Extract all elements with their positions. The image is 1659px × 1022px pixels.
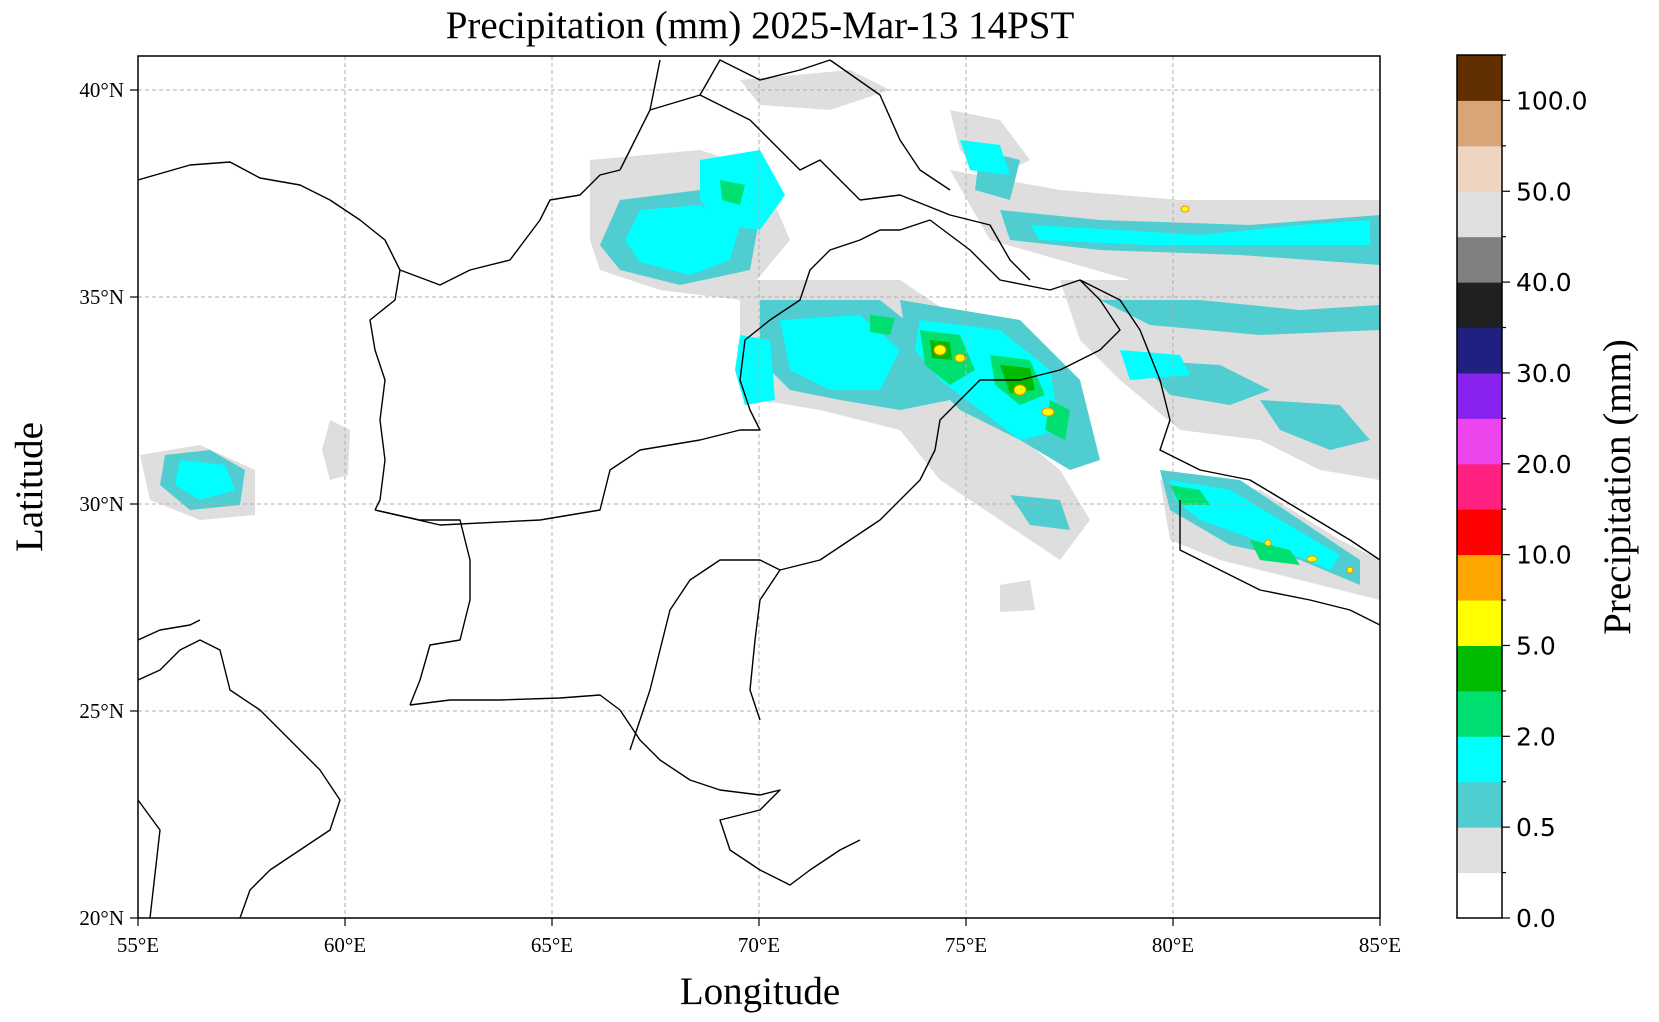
colorbar-segment bbox=[1457, 463, 1502, 510]
colorbar-frame bbox=[1456, 54, 1503, 919]
colorbar-tick-label: 10.0 bbox=[1516, 541, 1572, 570]
colorbar-segment bbox=[1457, 645, 1502, 692]
colorbar-segment bbox=[1457, 554, 1502, 601]
colorbar-segment bbox=[1457, 236, 1502, 283]
colorbar: 0.0 0.5 2.0 5.0 10.0 20.0 30.0 40.0 50.0 100.0 Pr… bbox=[1456, 54, 1639, 933]
colorbar-ticks bbox=[1502, 54, 1510, 919]
y-axis-label: Latitude bbox=[8, 422, 51, 552]
precipitation-field bbox=[140, 70, 1380, 612]
boundaries bbox=[138, 59, 1380, 918]
colorbar-segment bbox=[1457, 55, 1502, 101]
x-tick-label: 60°E bbox=[324, 933, 366, 957]
colorbar-segment bbox=[1457, 282, 1502, 329]
colorbar-tick-label: 20.0 bbox=[1516, 450, 1572, 479]
colorbar-segment bbox=[1457, 100, 1502, 147]
map-title: Precipitation (mm) 2025-Mar-13 14PST bbox=[446, 4, 1075, 47]
x-tick-label: 65°E bbox=[531, 933, 573, 957]
colorbar-segment bbox=[1457, 191, 1502, 238]
colorbar-tick-label: 5.0 bbox=[1516, 631, 1556, 660]
plot-area: 55°E 60°E 65°E 70°E 75°E 80°E 85°E 20°N … bbox=[8, 55, 1401, 1013]
y-tick-label: 25°N bbox=[79, 699, 124, 723]
colorbar-label: Precipitation (mm) bbox=[1596, 339, 1639, 635]
colorbar-tick-label: 50.0 bbox=[1516, 177, 1572, 206]
x-axis-label: Longitude bbox=[680, 970, 840, 1013]
colorbar-segment bbox=[1457, 145, 1502, 192]
colorbar-segment bbox=[1457, 509, 1502, 556]
x-tick-label: 75°E bbox=[945, 933, 987, 957]
x-tick-label: 85°E bbox=[1359, 933, 1401, 957]
x-tick-label: 70°E bbox=[738, 933, 780, 957]
x-tick-label: 55°E bbox=[117, 933, 159, 957]
colorbar-segment bbox=[1457, 372, 1502, 419]
colorbar-tick-label: 40.0 bbox=[1516, 268, 1572, 297]
colorbar-segments bbox=[1457, 55, 1502, 919]
colorbar-segment bbox=[1457, 327, 1502, 374]
y-tick-label: 30°N bbox=[79, 492, 124, 516]
colorbar-tick-label: 100.0 bbox=[1516, 86, 1588, 115]
y-tick-label: 40°N bbox=[79, 78, 124, 102]
colorbar-tick-label: 2.0 bbox=[1516, 722, 1556, 751]
colorbar-segment bbox=[1457, 736, 1502, 783]
colorbar-tick-label: 30.0 bbox=[1516, 359, 1572, 388]
colorbar-segment bbox=[1457, 781, 1502, 828]
y-tick-label: 20°N bbox=[79, 906, 124, 930]
colorbar-tick-label: 0.5 bbox=[1516, 813, 1556, 842]
y-tick-label: 35°N bbox=[79, 285, 124, 309]
x-tick-label: 80°E bbox=[1152, 933, 1194, 957]
colorbar-segment bbox=[1457, 690, 1502, 737]
colorbar-segment bbox=[1457, 600, 1502, 646]
colorbar-tick-label: 0.0 bbox=[1516, 904, 1556, 933]
colorbar-segment bbox=[1457, 418, 1502, 465]
colorbar-segment bbox=[1457, 872, 1502, 919]
colorbar-segment bbox=[1457, 827, 1502, 874]
axis-ticks bbox=[130, 89, 1381, 926]
